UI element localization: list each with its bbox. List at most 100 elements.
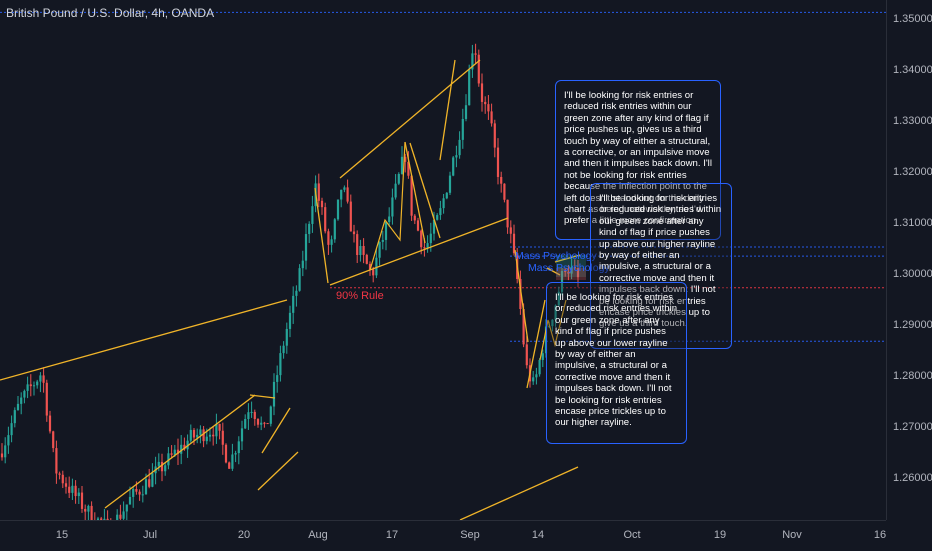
candle-body (378, 241, 381, 258)
y-tick-label: 1.31000 (893, 217, 932, 229)
candle-body (400, 156, 404, 174)
candle-body (192, 429, 196, 438)
candle-body (336, 199, 340, 220)
note-1[interactable]: I'll be looking for risk entries or redu… (555, 80, 721, 240)
candle-body (288, 312, 292, 329)
candle-body (490, 111, 493, 124)
candle-body (448, 175, 452, 193)
candle-body (180, 444, 183, 454)
candle-body (420, 230, 423, 248)
note-2[interactable]: I'll be looking for risk entries or redu… (590, 183, 732, 349)
candle-body (506, 199, 509, 228)
candle-body (365, 254, 368, 264)
candle-body (20, 397, 23, 404)
candle-body (212, 434, 215, 437)
candle-body (356, 234, 359, 255)
candle-body (359, 245, 362, 255)
candle-body (522, 308, 525, 345)
candle-body (253, 411, 256, 420)
candle-body (167, 453, 170, 466)
candle-body (61, 474, 64, 484)
candle-body (532, 377, 535, 382)
y-tick-label: 1.34000 (893, 64, 932, 76)
candle-body (23, 390, 26, 398)
green-zone (556, 255, 586, 277)
candle-body (423, 247, 426, 249)
candle-body (224, 444, 228, 463)
note-3-text: I'll be looking for risk entries or redu… (555, 292, 678, 429)
candle-body (548, 326, 551, 328)
x-tick-label: Jul (142, 529, 158, 541)
y-tick-label: 1.30000 (893, 268, 932, 280)
candle-body (407, 161, 410, 176)
candle-body (128, 496, 132, 505)
candle-body (317, 183, 320, 201)
candle-body (29, 384, 32, 387)
candle-body (452, 157, 455, 176)
y-tick-label: 1.32000 (893, 166, 932, 178)
candle-body (404, 156, 407, 162)
candle-body (298, 268, 301, 291)
candle-body (58, 473, 61, 475)
price-chart[interactable] (0, 0, 886, 541)
candle-body (304, 234, 308, 261)
candle-body (576, 268, 580, 278)
candle-body (388, 216, 391, 222)
trend-line (339, 59, 481, 179)
x-tick-label: 20 (237, 529, 251, 541)
candle-body (570, 266, 573, 274)
candle-body (541, 353, 544, 360)
candle-body (240, 428, 244, 442)
x-tick-label: Sep (460, 529, 480, 541)
candle-body (202, 429, 205, 442)
price-axis[interactable]: 1.35000 1.34000 1.33000 1.32000 1.31000 1.300… (886, 0, 932, 520)
trend-line (104, 394, 256, 509)
candle-body (308, 223, 311, 235)
candle-body (84, 508, 87, 512)
candle-body (368, 263, 372, 270)
candle-body (362, 245, 365, 255)
candle-body (461, 118, 464, 140)
candle-body (260, 422, 263, 425)
candle-body (106, 518, 109, 521)
note-3[interactable]: I'll be looking for risk entries or redu… (546, 282, 687, 444)
candle-body (500, 176, 503, 184)
time-axis[interactable]: 15 Jul 20 Aug 17 Sep 14 Oct 19 Nov 16 (0, 520, 886, 551)
candle-body (199, 429, 202, 435)
candle-body (234, 453, 237, 455)
candle-body (196, 434, 199, 438)
candle-body (64, 483, 68, 487)
trend-line (249, 394, 276, 399)
candle-body (138, 491, 141, 495)
candle-body (205, 436, 208, 442)
candle-body (567, 271, 570, 274)
candle-body (464, 105, 468, 119)
candle-body (503, 183, 506, 200)
candle-body (324, 207, 327, 232)
candle-body (560, 270, 564, 292)
candle-body (237, 441, 240, 454)
candle-body (170, 453, 173, 455)
candle-body (394, 183, 397, 198)
chart-plot-area[interactable]: British Pound / U.S. Dollar, 4h, OANDA 9… (0, 0, 886, 541)
note-1-text: I'll be looking for risk entries or redu… (564, 90, 712, 227)
candle-body (48, 415, 52, 432)
y-tick-label: 1.35000 (893, 13, 932, 25)
candle-body (487, 104, 490, 112)
candle-body (333, 219, 336, 240)
candle-body (349, 201, 352, 232)
candle-body (68, 486, 71, 493)
candle-body (32, 385, 36, 387)
candle-body (573, 266, 576, 269)
trend-line (526, 299, 546, 389)
candle-body (157, 461, 160, 467)
candle-body (343, 187, 346, 190)
candle-body (269, 406, 272, 424)
candle-body (493, 123, 496, 148)
trend-line (329, 217, 509, 286)
trend-line (439, 59, 456, 161)
candle-body (36, 381, 39, 386)
trend-line (409, 142, 441, 239)
candle-body (458, 139, 461, 156)
candle-body (228, 462, 231, 469)
